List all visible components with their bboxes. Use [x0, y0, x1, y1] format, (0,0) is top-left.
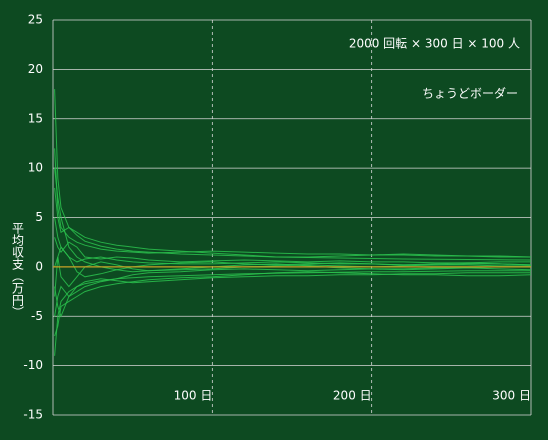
annotation: ちょうどボーダー: [422, 86, 518, 101]
series-line: [54, 266, 531, 317]
y-tick-label: 0: [35, 259, 43, 273]
series-line: [54, 187, 532, 258]
y-tick-label: 20: [28, 62, 43, 76]
series-line: [54, 168, 532, 273]
series-line: [54, 246, 532, 297]
y-tick-label: 25: [28, 13, 43, 27]
series-line: [54, 270, 531, 356]
y-tick-label: -10: [23, 358, 43, 372]
series-line: [54, 237, 531, 264]
y-tick-label: -5: [31, 309, 43, 323]
series-line: [54, 271, 532, 337]
x-tick-label: 100 日: [174, 389, 213, 403]
series-line: [54, 256, 531, 288]
series-line: [54, 272, 531, 318]
y-axis-label: 平均収支（万円）: [11, 222, 25, 318]
series-line: [54, 89, 532, 261]
x-tick-label: 300 日: [492, 389, 531, 403]
y-tick-label: -15: [23, 408, 43, 422]
y-tick-label: 15: [28, 111, 43, 125]
y-tick-label: 10: [28, 161, 43, 175]
x-tick-label: 200 日: [333, 389, 372, 403]
y-tick-label: 5: [35, 210, 43, 224]
annotation: 2000 回転 × 300 日 × 100 人: [349, 37, 520, 51]
